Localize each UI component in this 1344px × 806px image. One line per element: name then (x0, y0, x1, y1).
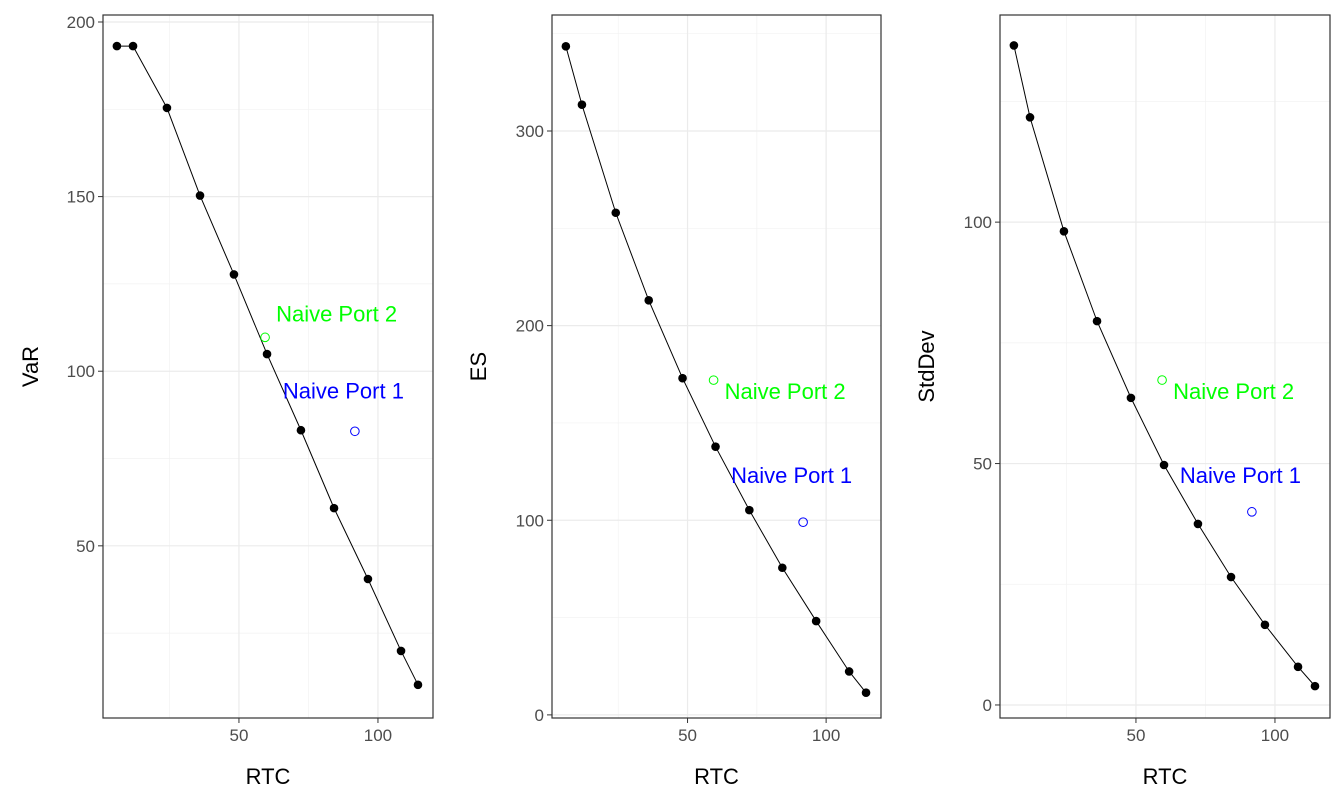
x-tick-label: 50 (678, 726, 697, 745)
naive-port-label: Naive Port 1 (283, 378, 404, 403)
data-point (1092, 316, 1102, 326)
data-point (1159, 460, 1169, 470)
x-axis-title: RTC (694, 764, 739, 789)
series-line (565, 46, 867, 694)
panel-var: 50 100 50 100 150 200 Naive Port 2 Naive Port 1… (18, 13, 434, 789)
data-point (1193, 519, 1203, 529)
plot-area: Naive Port 2 Naive Port 1 (1009, 41, 1320, 691)
y-axis-title: StdDev (914, 330, 939, 402)
data-point (577, 100, 587, 110)
data-point (296, 425, 306, 435)
x-axis-title: RTC (246, 764, 291, 789)
naive-port-point (798, 517, 808, 528)
y-axis-title: VaR (18, 346, 43, 387)
naive-port-point (1247, 507, 1257, 517)
data-point (745, 505, 754, 515)
data-point (262, 349, 272, 359)
data-point (778, 563, 787, 573)
panel-stddev: 50 100 0 50 100 Naive Port 2 Naive Port 1 RTC St… (914, 14, 1331, 789)
series-line (116, 45, 419, 686)
data-point (1059, 227, 1069, 236)
data-point (1009, 41, 1019, 50)
y-tick-label: 100 (516, 511, 544, 530)
naive-port-point (708, 375, 719, 385)
data-point (1126, 393, 1136, 403)
y-tick-label: 100 (964, 213, 992, 232)
y-tick-label: 200 (516, 317, 544, 336)
data-point (128, 41, 138, 51)
data-point (1226, 572, 1236, 582)
y-axis-title: ES (466, 352, 491, 381)
y-tick-label: 100 (67, 362, 95, 381)
y-tick-label: 50 (76, 537, 95, 556)
plot-area: Naive Port 2 Naive Port 1 (112, 41, 423, 690)
y-tick-label: 0 (535, 706, 544, 725)
naive-port-label: Naive Port 1 (1180, 463, 1301, 488)
panel-es: 50 100 0 100 200 300 Naive Port 2 Naive Port 1 R… (466, 14, 882, 789)
naive-port-label: Naive Port 2 (1173, 379, 1294, 404)
data-point (162, 103, 172, 113)
data-point (1260, 620, 1270, 630)
y-tick-label: 300 (516, 122, 544, 141)
naive-port-point (260, 332, 270, 343)
naive-port-label: Naive Port 1 (731, 463, 852, 488)
x-tick-label: 100 (364, 726, 392, 745)
x-tick-label: 50 (229, 726, 248, 745)
data-point (611, 208, 621, 218)
series-line (1013, 45, 1316, 687)
y-tick-label: 200 (67, 13, 95, 32)
panel-border (999, 14, 1331, 719)
x-tick-label: 100 (1261, 726, 1289, 745)
data-point (1293, 662, 1303, 672)
naive-port-label: Naive Port 2 (276, 301, 397, 326)
y-tick-label: 0 (983, 696, 992, 715)
data-point (861, 688, 871, 697)
data-point (363, 574, 373, 584)
data-point (844, 667, 854, 676)
plot-area: Naive Port 2 Naive Port 1 (561, 42, 871, 697)
data-point (811, 616, 821, 626)
x-tick-label: 50 (1126, 726, 1145, 745)
data-point (112, 41, 122, 51)
data-point (678, 373, 687, 383)
panel-border (102, 14, 434, 719)
data-point (195, 191, 205, 200)
data-point (329, 503, 339, 513)
x-axis-title: RTC (1143, 764, 1188, 789)
y-tick-label: 150 (67, 188, 95, 207)
x-tick-label: 100 (812, 726, 840, 745)
data-point (711, 442, 720, 451)
data-point (413, 680, 423, 690)
data-point (396, 646, 406, 656)
naive-port-point (350, 426, 360, 437)
naive-port-label: Naive Port 2 (725, 379, 846, 404)
data-point (644, 296, 654, 305)
data-point (1310, 681, 1320, 691)
data-point (561, 42, 571, 51)
panel-border (551, 14, 882, 719)
data-point (1025, 113, 1035, 122)
data-point (229, 270, 239, 279)
naive-port-point (1157, 375, 1167, 385)
y-tick-label: 50 (973, 455, 992, 474)
